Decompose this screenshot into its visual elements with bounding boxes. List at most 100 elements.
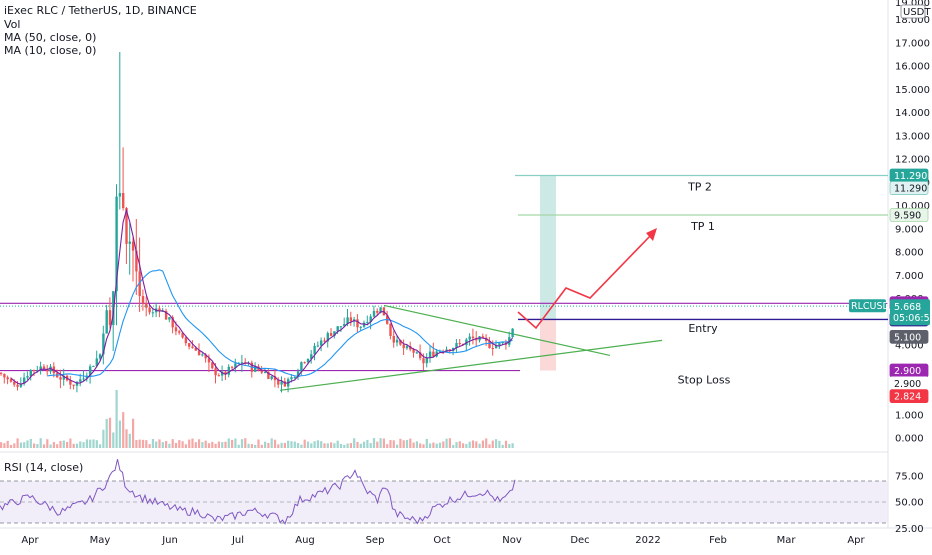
candle-body bbox=[458, 343, 461, 345]
volume-bar bbox=[320, 441, 323, 448]
volume-bar bbox=[372, 438, 376, 448]
candle-body bbox=[498, 343, 501, 346]
volume-bar bbox=[273, 439, 277, 448]
price-tag bbox=[889, 389, 929, 404]
candle-body bbox=[293, 377, 296, 379]
candle-body bbox=[29, 369, 32, 377]
price-tag-label: 2.900 bbox=[894, 366, 921, 377]
ma10-legend[interactable]: MA (10, close, 0) bbox=[4, 44, 97, 57]
candle-body bbox=[389, 323, 392, 336]
price-tag-label: 5.100 bbox=[894, 332, 921, 343]
volume-bar bbox=[399, 438, 402, 448]
candle-body bbox=[92, 365, 95, 367]
volume-bar bbox=[448, 438, 451, 448]
volume-bar bbox=[488, 444, 491, 448]
candle-body bbox=[511, 328, 514, 338]
volume-bar bbox=[379, 438, 382, 448]
candle-body bbox=[399, 339, 402, 345]
time-tick-label: Oct bbox=[433, 535, 450, 546]
candle-body bbox=[263, 371, 267, 373]
volume-bar bbox=[62, 440, 65, 448]
volume-bar bbox=[231, 439, 234, 448]
volume-bar bbox=[264, 441, 267, 448]
time-tick-label: May bbox=[90, 535, 111, 546]
candle-body bbox=[194, 347, 197, 351]
candle-body bbox=[422, 358, 425, 364]
candle-body bbox=[59, 377, 62, 380]
price-tick-label: 16.000 bbox=[895, 62, 930, 73]
volume-bar bbox=[148, 444, 151, 448]
volume-bar bbox=[501, 444, 504, 448]
candle-body bbox=[108, 310, 112, 325]
price-tick-label: 4.000 bbox=[895, 341, 924, 352]
volume-bar bbox=[161, 442, 164, 448]
price-tag bbox=[889, 329, 929, 344]
candle-body bbox=[366, 321, 369, 323]
candle-body bbox=[405, 346, 409, 349]
volume-bar bbox=[349, 443, 352, 448]
volume-bar bbox=[0, 442, 3, 448]
volume-bar bbox=[217, 441, 220, 448]
candle-body bbox=[135, 250, 138, 272]
time-tick-label: Feb bbox=[709, 535, 727, 546]
time-tick-label: Apr bbox=[21, 535, 39, 546]
volume-bar bbox=[122, 412, 125, 448]
volume-bar bbox=[151, 439, 154, 448]
volume-bar bbox=[366, 439, 369, 448]
volume-bar bbox=[13, 443, 16, 448]
volume-bar bbox=[23, 442, 26, 448]
price-tag-label: 9.590 bbox=[894, 211, 921, 222]
volume-bar bbox=[389, 440, 392, 448]
candle-body bbox=[3, 373, 6, 378]
price-tick-label: 13.000 bbox=[895, 131, 930, 142]
price-tick-label: 1.000 bbox=[895, 410, 924, 421]
volume-bar bbox=[297, 443, 300, 448]
candle-body bbox=[89, 366, 92, 376]
volume-bar bbox=[504, 440, 508, 448]
candle-body bbox=[300, 362, 303, 372]
projection-arrowhead bbox=[646, 228, 657, 241]
candle-body bbox=[372, 310, 376, 317]
volume-bar bbox=[396, 444, 399, 448]
volume-bar bbox=[158, 439, 161, 448]
volume-bar bbox=[343, 444, 346, 448]
volume-bar bbox=[326, 443, 329, 448]
volume-bar bbox=[26, 440, 29, 448]
volume-legend[interactable]: Vol bbox=[4, 18, 21, 31]
volume-bar bbox=[435, 443, 438, 448]
candle-body bbox=[164, 311, 168, 320]
candle-body bbox=[316, 345, 320, 347]
candle-body bbox=[23, 377, 26, 384]
volume-bar bbox=[234, 438, 237, 448]
volume-bar bbox=[201, 442, 204, 448]
candle-body bbox=[19, 383, 23, 387]
volume-bar bbox=[95, 440, 98, 448]
candle-body bbox=[151, 312, 155, 314]
candle-body bbox=[323, 340, 326, 342]
candle-body bbox=[326, 333, 329, 342]
volume-bar bbox=[6, 440, 9, 448]
volume-bar bbox=[405, 439, 409, 448]
rsi-legend[interactable]: RSI (14, close) bbox=[4, 461, 84, 474]
volume-bar bbox=[102, 429, 105, 448]
volume-bar bbox=[442, 441, 445, 448]
volume-bar bbox=[356, 441, 359, 448]
symbol-title[interactable]: iExec RLC / TetherUS, 1D, BINANCE bbox=[4, 4, 197, 17]
volume-bar bbox=[260, 444, 263, 448]
volume-bar bbox=[429, 443, 432, 448]
candle-body bbox=[82, 378, 85, 380]
candle-body bbox=[369, 316, 372, 322]
candle-body bbox=[415, 352, 419, 354]
volume-bar bbox=[108, 417, 112, 448]
candle-body bbox=[412, 349, 415, 353]
volume-bar bbox=[112, 432, 115, 448]
candle-body bbox=[356, 319, 359, 328]
ma50-legend[interactable]: MA (50, close, 0) bbox=[4, 31, 97, 44]
rsi-line bbox=[0, 459, 516, 525]
last-price-label: 5.668 bbox=[894, 302, 921, 313]
candle-body bbox=[481, 336, 485, 338]
time-tick-label: Sep bbox=[366, 535, 385, 546]
price-tag-label: 2.824 bbox=[894, 392, 921, 403]
